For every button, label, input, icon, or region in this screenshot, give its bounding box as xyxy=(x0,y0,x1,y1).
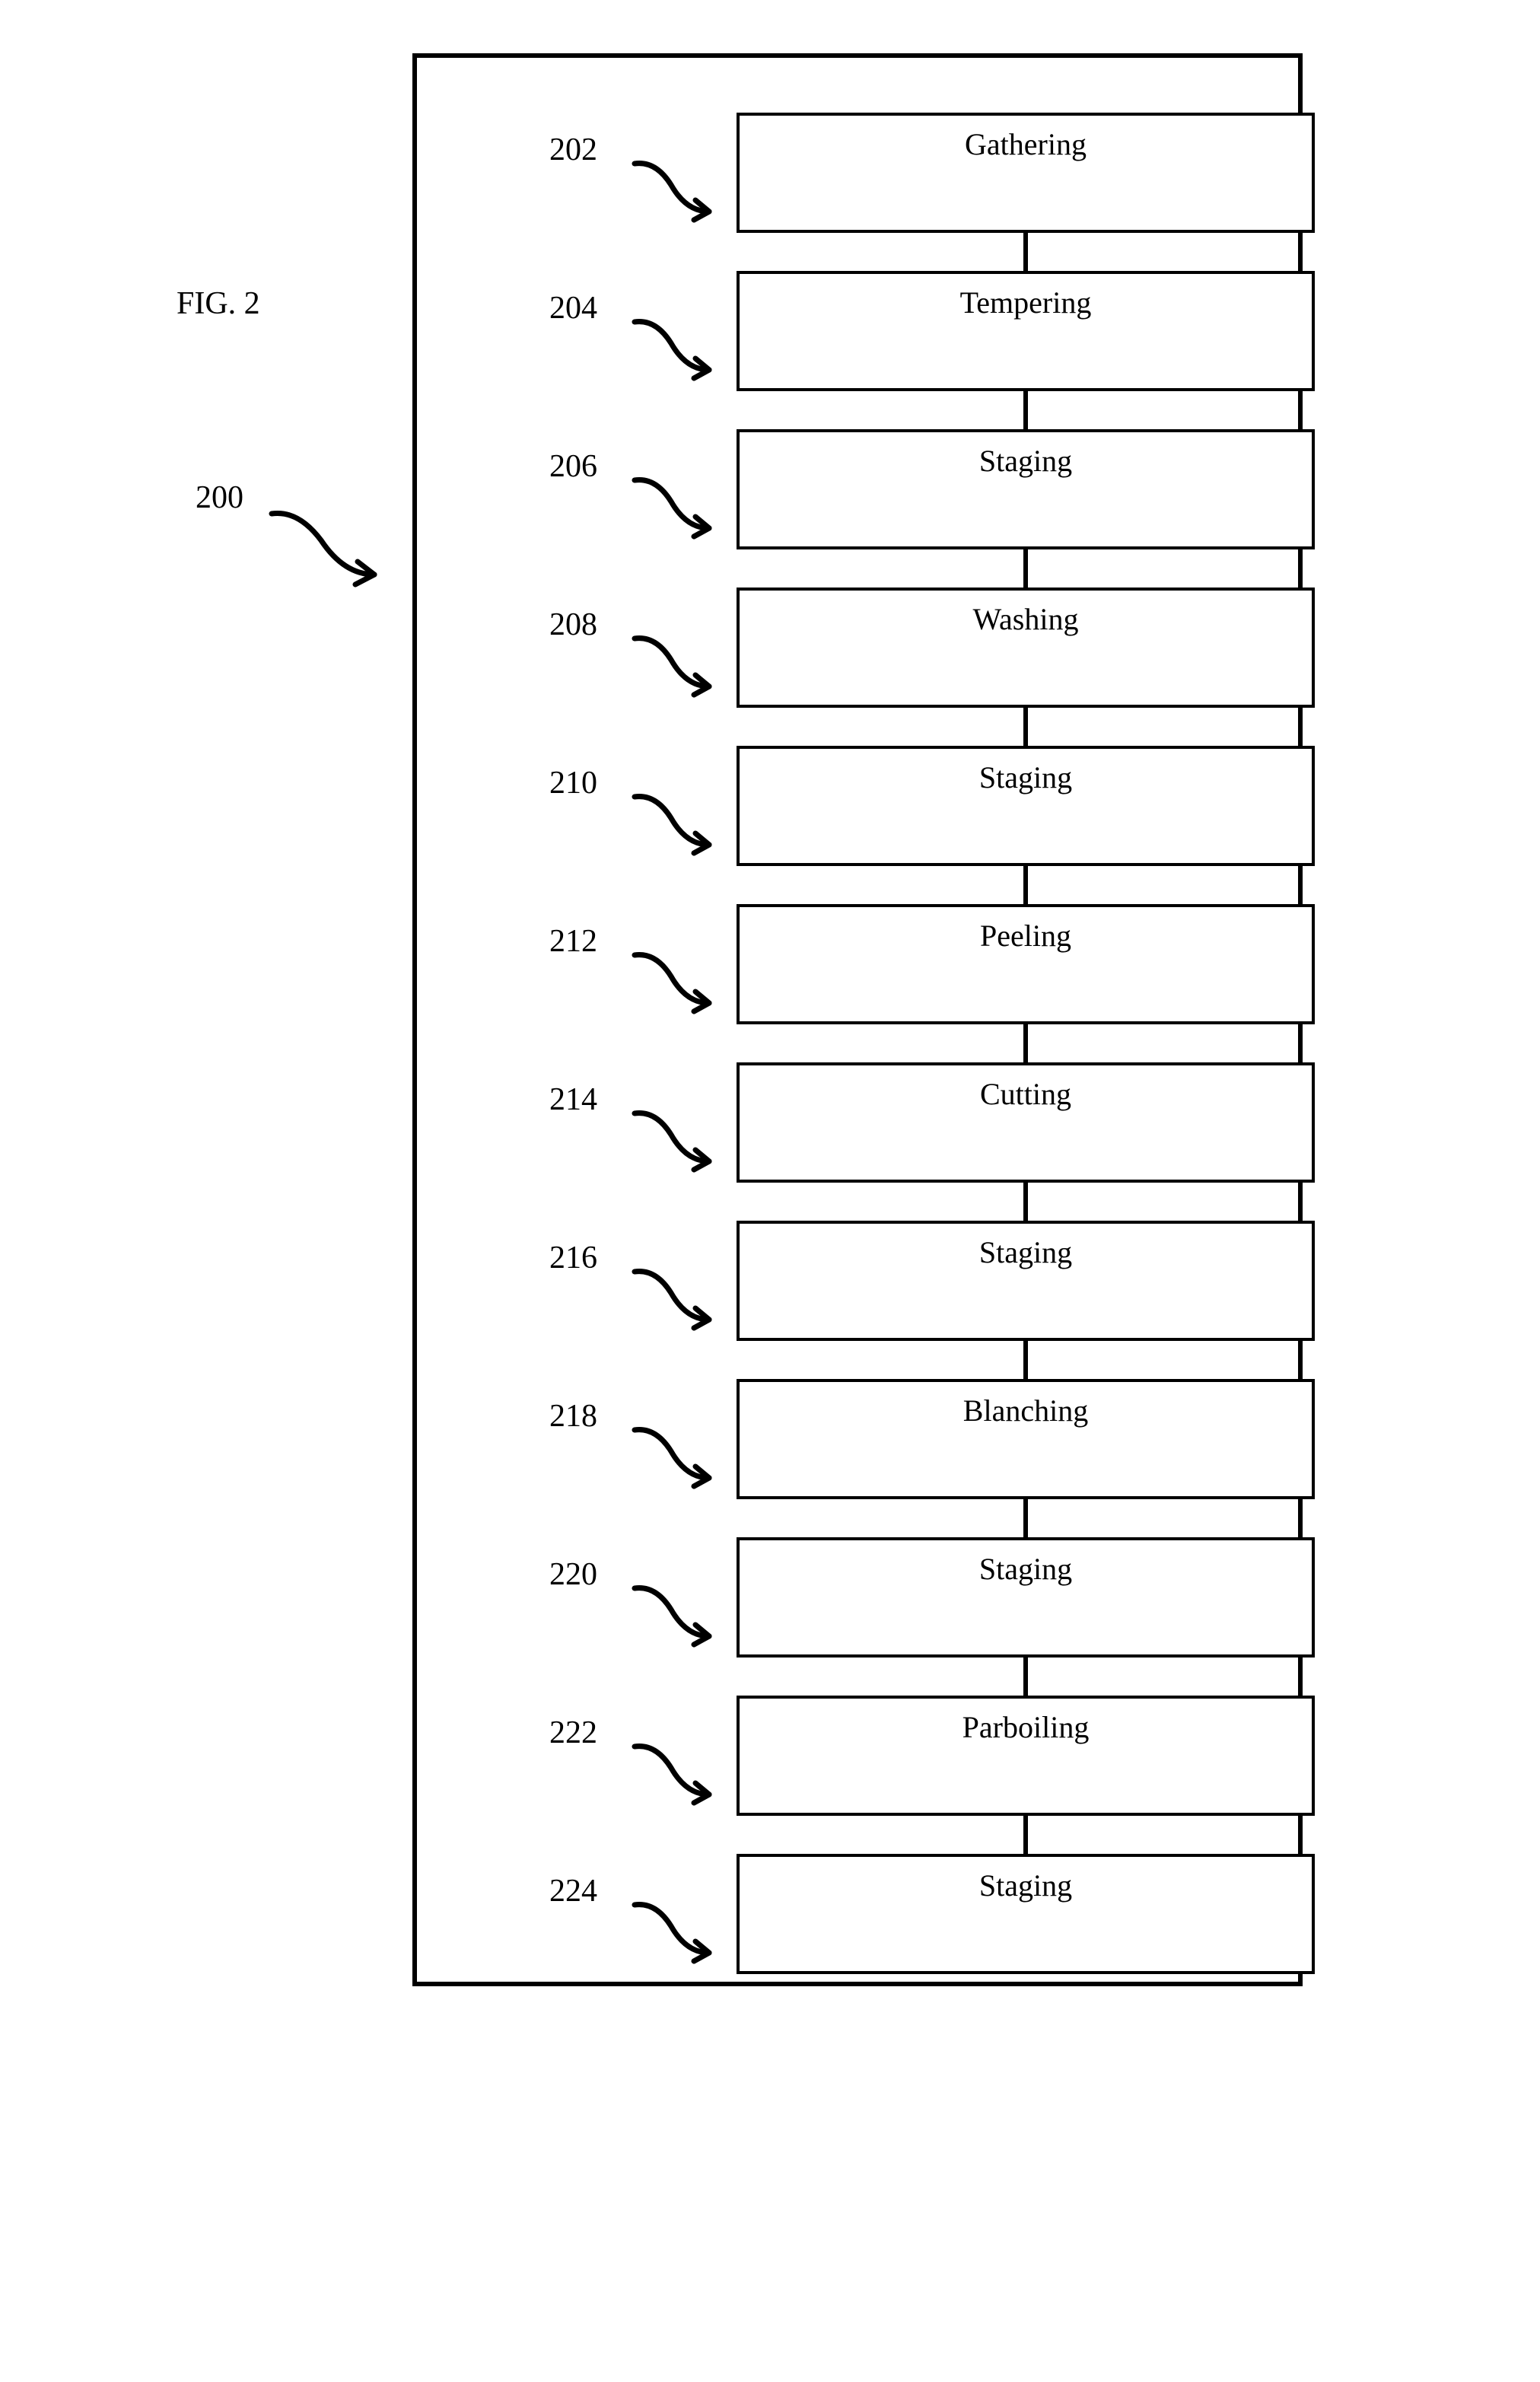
step-reference-number: 210 xyxy=(549,765,597,801)
step-204: Tempering xyxy=(737,271,1315,429)
step-reference-number: 220 xyxy=(549,1556,597,1593)
connector-line xyxy=(1023,1341,1028,1379)
step-box: Staging xyxy=(737,1221,1315,1341)
arrow-icon xyxy=(625,1737,724,1817)
connector-line xyxy=(1023,1658,1028,1696)
step-reference-number: 224 xyxy=(549,1873,597,1909)
step-box: Washing xyxy=(737,588,1315,708)
connector-line xyxy=(1023,1024,1028,1062)
arrow-icon xyxy=(625,788,724,868)
step-reference-number: 216 xyxy=(549,1240,597,1276)
step-206: Staging xyxy=(737,429,1315,588)
step-208: Washing xyxy=(737,588,1315,746)
connector-line xyxy=(1023,391,1028,429)
step-224: Staging xyxy=(737,1854,1315,1974)
step-box: Gathering xyxy=(737,113,1315,233)
connector-line xyxy=(1023,708,1028,746)
arrow-icon xyxy=(625,313,724,393)
step-214: Cutting xyxy=(737,1062,1315,1221)
step-reference-number: 212 xyxy=(549,923,597,960)
step-box: Blanching xyxy=(737,1379,1315,1499)
step-box: Staging xyxy=(737,746,1315,866)
arrow-icon xyxy=(625,1896,724,1976)
step-reference-number: 222 xyxy=(549,1715,597,1751)
step-210: Staging xyxy=(737,746,1315,904)
arrow-icon xyxy=(625,1579,724,1659)
step-box: Tempering xyxy=(737,271,1315,391)
arrow-icon xyxy=(625,629,724,709)
step-box: Staging xyxy=(737,1854,1315,1974)
step-box: Parboiling xyxy=(737,1696,1315,1816)
step-box: Staging xyxy=(737,429,1315,549)
step-box: Staging xyxy=(737,1537,1315,1658)
connector-line xyxy=(1023,233,1028,271)
step-reference-number: 202 xyxy=(549,132,597,168)
step-reference-number: 206 xyxy=(549,448,597,485)
step-reference-number: 208 xyxy=(549,607,597,643)
arrow-icon xyxy=(625,946,724,1026)
arrow-icon xyxy=(625,154,724,234)
step-box: Peeling xyxy=(737,904,1315,1024)
step-202: Gathering xyxy=(737,113,1315,271)
main-reference-number: 200 xyxy=(196,479,243,516)
arrow-icon xyxy=(625,1104,724,1184)
step-218: Blanching xyxy=(737,1379,1315,1537)
step-reference-number: 218 xyxy=(549,1398,597,1435)
connector-line xyxy=(1023,866,1028,904)
arrow-icon xyxy=(625,1421,724,1501)
arrow-icon xyxy=(260,502,397,609)
step-220: Staging xyxy=(737,1537,1315,1696)
connector-line xyxy=(1023,1499,1028,1537)
step-reference-number: 214 xyxy=(549,1081,597,1118)
arrow-icon xyxy=(625,1263,724,1342)
diagram-frame: Gathering202 Tempering204 Staging206 Was… xyxy=(412,53,1303,1986)
step-216: Staging xyxy=(737,1221,1315,1379)
step-reference-number: 204 xyxy=(549,290,597,326)
step-222: Parboiling xyxy=(737,1696,1315,1854)
step-box: Cutting xyxy=(737,1062,1315,1183)
connector-line xyxy=(1023,1183,1028,1221)
arrow-icon xyxy=(625,471,724,551)
connector-line xyxy=(1023,1816,1028,1854)
figure-label: FIG. 2 xyxy=(177,285,260,322)
step-212: Peeling xyxy=(737,904,1315,1062)
connector-line xyxy=(1023,549,1028,588)
